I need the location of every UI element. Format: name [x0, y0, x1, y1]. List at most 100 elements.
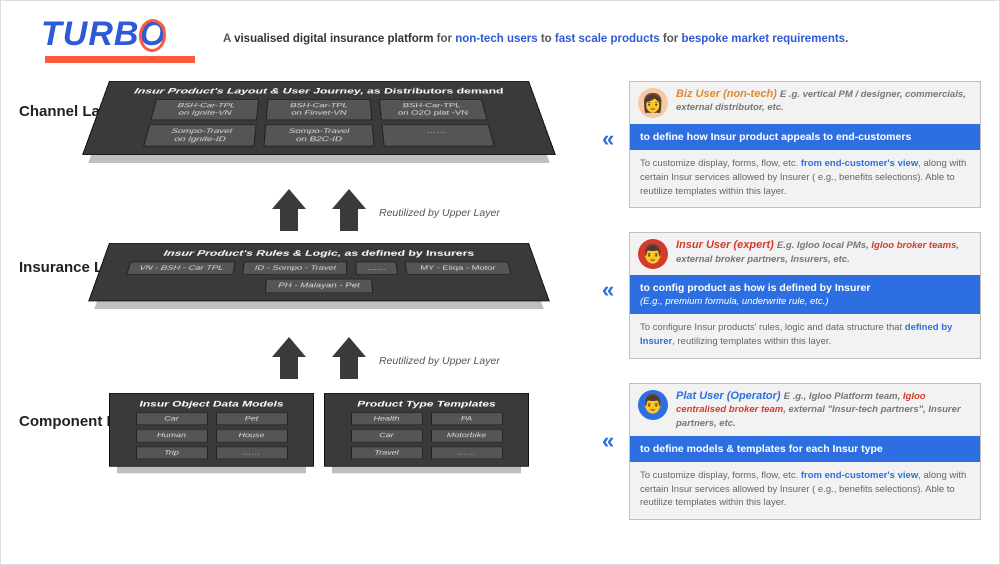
logo-block: TURBO — [41, 15, 195, 63]
component-pill: Car — [136, 412, 208, 425]
tagline-p4: non-tech users — [455, 33, 537, 45]
persona-body-biz: To customize display, forms, flow, etc. … — [630, 150, 980, 207]
reuse-label-2: Reutilized by Upper Layer — [379, 355, 500, 367]
layer-stack: Channel Layer Insur Product's Layout & U… — [19, 71, 619, 531]
component-right-face: Product Type Templates Health PA Car Mot… — [324, 393, 529, 466]
persona-band-text: to define models & templates for each In… — [640, 443, 883, 455]
persona-card-insur: « 👨 Insur User (expert) E.g. Igloo local… — [629, 232, 981, 359]
insurance-pill: …… — [355, 262, 398, 275]
component-pill: Travel — [351, 446, 423, 459]
up-arrow-icon — [332, 189, 366, 209]
tagline-p9: . — [845, 33, 848, 45]
persona-band-text: to config product as how is defined by I… — [640, 282, 870, 294]
component-pill: Pet — [216, 412, 288, 425]
component-pill: Health — [351, 412, 423, 425]
tagline-p8: bespoke market requirements — [681, 33, 845, 45]
persona-body-pre: To customize display, forms, flow, etc. — [640, 158, 801, 169]
tagline-p5: to — [538, 33, 555, 45]
persona-title-insur: Insur User (expert) E.g. Igloo local PMs… — [676, 239, 970, 266]
logo-text: TURBO — [41, 15, 167, 54]
channel-slab: Insur Product's Layout & User Journey, a… — [109, 81, 529, 188]
component-pill: Car — [351, 429, 423, 442]
header: TURBO A visualised digital insurance pla… — [1, 1, 999, 67]
insurance-pill: PH - Malayan - Pet — [265, 279, 373, 293]
persona-body-pre: To configure Insur products' rules, logi… — [640, 322, 905, 333]
insurance-pill: ID - Sompo - Travel — [242, 262, 347, 275]
persona-band-sub: (E.g., premium formula, underwrite rule,… — [640, 296, 970, 307]
channel-pill: BSH-Car-TPLon Ignite-VN — [150, 99, 259, 120]
component-pill: …… — [431, 446, 503, 459]
persona-title-text: Biz User (non-tech) — [676, 88, 777, 100]
persona-band-biz: to define how Insur product appeals to e… — [630, 124, 980, 150]
avatar-glyph: 👨 — [642, 394, 664, 415]
up-arrow-icon — [272, 189, 306, 209]
persona-band-insur: to config product as how is defined by I… — [630, 275, 980, 314]
persona-title-biz: Biz User (non-tech) E .g. vertical PM / … — [676, 88, 970, 115]
component-pill: …… — [216, 446, 288, 459]
avatar-glyph: 👨 — [642, 244, 664, 265]
component-pill: Trip — [136, 446, 208, 459]
component-right-title: Product Type Templates — [335, 399, 518, 408]
channel-pills: BSH-Car-TPLon Ignite-VN BSH-Car-TPLon Fi… — [97, 99, 540, 146]
component-pill: PA — [431, 412, 503, 425]
persona-body-pre: To customize display, forms, flow, etc. — [640, 470, 801, 481]
persona-sub-pre: E .g., Igloo Platform team, — [784, 391, 903, 402]
chevron-left-icon: « — [602, 126, 608, 152]
tagline-p2: visualised digital insurance platform — [234, 33, 433, 45]
channel-pill: BSH-Car-TPLon O2O plat -VN — [379, 99, 488, 120]
persona-band-plat: to define models & templates for each In… — [630, 436, 980, 462]
persona-body-insur: To configure Insur products' rules, logi… — [630, 314, 980, 358]
persona-card-biz: « 👩 Biz User (non-tech) E .g. vertical P… — [629, 81, 981, 208]
persona-body-blue: from end-customer's view — [801, 470, 918, 481]
diagram-column: Channel Layer Insur Product's Layout & U… — [19, 71, 619, 531]
component-left-title: Insur Object Data Models — [120, 399, 303, 408]
persona-body-post: , reutilizing templates within this laye… — [672, 336, 831, 347]
avatar-glyph: 👩 — [642, 93, 664, 114]
avatar-insur: 👨 — [638, 239, 668, 269]
reuse-label-1: Reutilized by Upper Layer — [379, 207, 500, 219]
insurance-pills: VN - BSH - Car TPL ID - Sompo - Travel …… — [103, 262, 535, 293]
arrows-channel — [272, 189, 366, 209]
channel-pill: …… — [381, 124, 495, 146]
persona-sub-red: Igloo broker teams — [871, 240, 956, 251]
logo-underline — [45, 56, 195, 63]
persona-column: « 👩 Biz User (non-tech) E .g. vertical P… — [629, 71, 981, 531]
persona-band-text: to define how Insur product appeals to e… — [640, 131, 911, 143]
persona-sub-pre: E.g. Igloo local PMs, — [777, 240, 872, 251]
insurance-pill: MY - Eliqa - Motor — [405, 262, 512, 275]
tagline-p7: for — [660, 33, 682, 45]
tagline-p1: A — [223, 33, 234, 45]
avatar-plat: 👨 — [638, 390, 668, 420]
chevron-left-icon: « — [602, 428, 608, 454]
component-right-pills: Health PA Car Motorbike Travel …… — [335, 412, 518, 459]
persona-body-blue: from end-customer's view — [801, 158, 918, 169]
tagline-p6: fast scale products — [555, 33, 660, 45]
insurance-pill: VN - BSH - Car TPL — [126, 262, 236, 275]
persona-body-plat: To customize display, forms, flow, etc. … — [630, 462, 980, 519]
tagline-p3: for — [433, 33, 455, 45]
component-pill: House — [216, 429, 288, 442]
tagline: A visualised digital insurance platform … — [223, 33, 848, 45]
persona-title-text: Insur User (expert) — [676, 239, 774, 251]
main: Channel Layer Insur Product's Layout & U… — [1, 67, 999, 531]
up-arrow-icon — [272, 337, 306, 357]
channel-slab-title: Insur Product's Layout & User Journey, a… — [115, 87, 523, 96]
up-arrow-icon — [332, 337, 366, 357]
component-left-pills: Car Pet Human House Trip …… — [120, 412, 303, 459]
channel-slab-face: Insur Product's Layout & User Journey, a… — [82, 81, 556, 155]
avatar-biz: 👩 — [638, 88, 668, 118]
insurance-slab: Insur Product's Rules & Logic, as define… — [109, 243, 529, 328]
component-slab: Insur Object Data Models Car Pet Human H… — [109, 393, 529, 503]
component-pill: Human — [136, 429, 208, 442]
persona-card-plat: « 👨 Plat User (Operator) E .g., Igloo Pl… — [629, 383, 981, 520]
channel-pill: BSH-Car-TPLon Finvet-VN — [266, 99, 373, 120]
channel-pill: Sompo-Travelon B2C-ID — [263, 124, 374, 146]
channel-pill: Sompo-Travelon Ignite-ID — [143, 124, 257, 146]
insurance-slab-face: Insur Product's Rules & Logic, as define… — [88, 243, 549, 301]
chevron-left-icon: « — [602, 277, 608, 303]
insurance-slab-title: Insur Product's Rules & Logic, as define… — [115, 249, 523, 258]
component-left-face: Insur Object Data Models Car Pet Human H… — [109, 393, 314, 466]
arrows-insurance — [272, 337, 366, 357]
persona-title-text: Plat User (Operator) — [676, 390, 781, 402]
persona-title-plat: Plat User (Operator) E .g., Igloo Platfo… — [676, 390, 970, 430]
